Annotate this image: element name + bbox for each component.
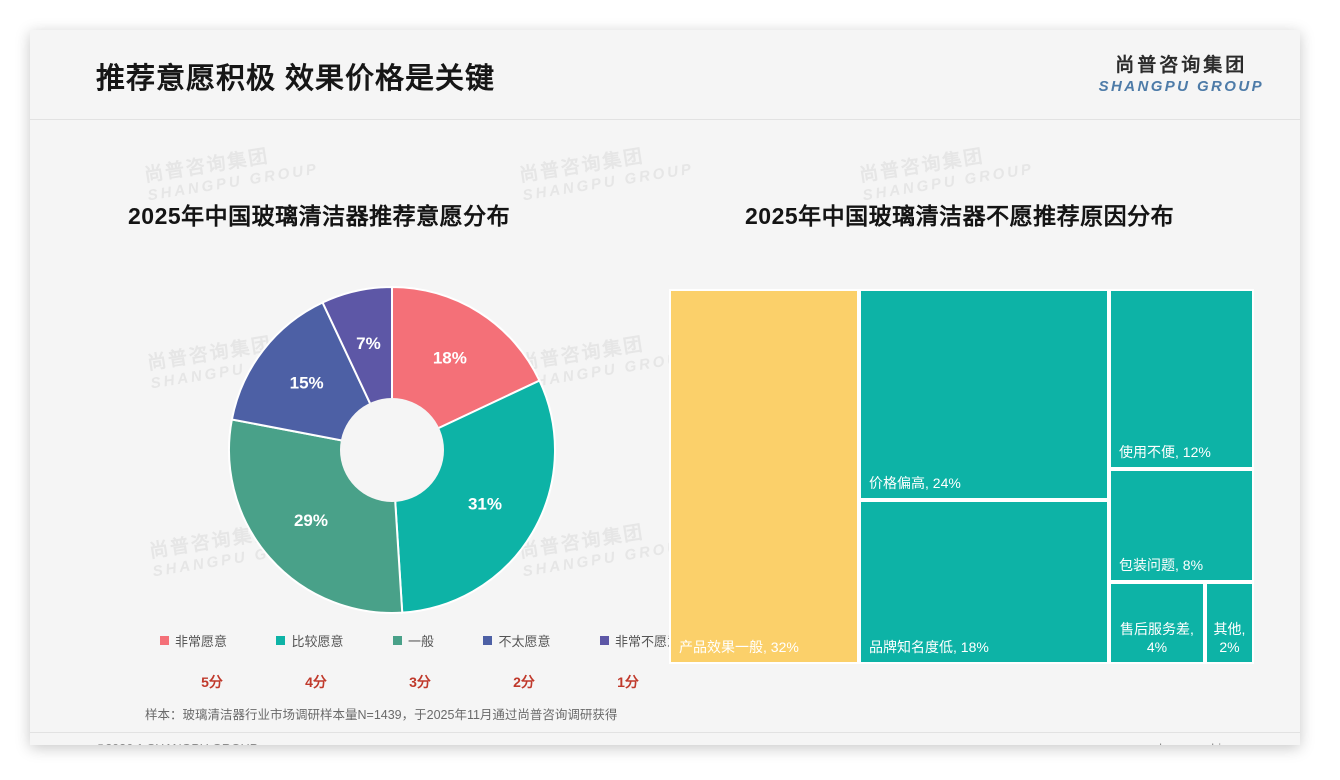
donut-score-row: 5分 4分 3分 2分 1分 xyxy=(160,672,680,692)
legend-score-label: 1分 xyxy=(617,674,639,690)
treemap-cell[interactable]: 产品效果一般, 32% xyxy=(669,289,859,664)
legend-item[interactable]: 比较愿意 xyxy=(276,631,344,650)
recommendation-willingness-donut-chart: 18% 31% 29% 15% 7% xyxy=(227,285,557,615)
slide-header: 推荐意愿积极 效果价格是关键 尚普咨询集团 SHANGPU GROUP xyxy=(30,30,1300,120)
brand-logo: 尚普咨询集团 SHANGPU GROUP xyxy=(1099,54,1264,96)
donut-slice-label: 15% xyxy=(290,373,324,392)
legend-item-label: 比较愿意 xyxy=(291,634,344,649)
legend-swatch-icon xyxy=(483,636,493,645)
treemap-cell[interactable]: 包装问题, 8% xyxy=(1109,469,1254,582)
copyright-text: ©2026.1 SHANGPU GROUP xyxy=(96,742,258,745)
treemap-cell-label: 品牌知名度低, 18% xyxy=(869,638,989,655)
treemap-cell[interactable]: 售后服务差, 4% xyxy=(1109,582,1205,664)
legend-score-label: 5分 xyxy=(201,674,223,690)
treemap-cell[interactable]: 品牌知名度低, 18% xyxy=(859,500,1109,664)
donut-legend: 非常愿意 比较愿意 一般 不太愿意 非常不愿意 xyxy=(160,631,680,650)
donut-slice[interactable] xyxy=(391,285,541,452)
donut-slice-label: 7% xyxy=(356,334,381,353)
website-url: www.shangpu-china.com xyxy=(1123,742,1262,745)
logo-chinese-text: 尚普咨询集团 xyxy=(1115,55,1248,76)
legend-item-label: 非常不愿意 xyxy=(614,634,680,649)
page-title: 推荐意愿积极 效果价格是关键 xyxy=(96,63,496,95)
legend-item[interactable]: 不太愿意 xyxy=(483,631,550,650)
legend-swatch-icon xyxy=(276,636,286,645)
treemap-cell-label: 产品效果一般, 32% xyxy=(679,638,799,655)
legend-item-label: 一般 xyxy=(407,634,434,649)
slide-footer: ©2026.1 SHANGPU GROUP www.shangpu-china.… xyxy=(30,732,1300,745)
legend-score-label: 3分 xyxy=(409,674,431,690)
legend-item[interactable]: 一般 xyxy=(392,631,434,650)
donut-slice-label: 31% xyxy=(468,494,502,513)
legend-swatch-icon xyxy=(392,636,402,645)
footnote-bar: 样本：玻璃清洁器行业市场调研样本量N=1439，于2025年11月通过尚普咨询调… xyxy=(30,699,1300,733)
treemap-cell[interactable]: 价格偏高, 24% xyxy=(859,289,1109,500)
donut-svg: 18% 31% 29% 15% 7% xyxy=(228,285,556,614)
slide: 尚普咨询集团 SHANGPU GROUP 尚普咨询集团 SHANGPU GROU… xyxy=(30,30,1300,745)
donut-hole xyxy=(340,398,444,502)
treemap-cell-label: 价格偏高, 24% xyxy=(869,474,961,491)
treemap-cell-label: 售后服务差, 4% xyxy=(1120,621,1194,655)
treemap-cell-label: 其他, 2% xyxy=(1213,621,1246,655)
donut-slice-label: 29% xyxy=(294,511,328,530)
legend-item-label: 不太愿意 xyxy=(498,634,551,649)
legend-item-label: 非常愿意 xyxy=(175,634,228,649)
treemap-cell[interactable]: 使用不便, 12% xyxy=(1109,289,1254,469)
left-chart-title: 2025年中国玻璃清洁器推荐意愿分布 xyxy=(128,203,511,229)
legend-swatch-icon xyxy=(599,636,609,645)
right-chart-title: 2025年中国玻璃清洁器不愿推荐原因分布 xyxy=(745,203,1175,229)
donut-slice[interactable] xyxy=(230,301,394,452)
legend-score-label: 2分 xyxy=(513,674,535,690)
logo-english-text: SHANGPU GROUP xyxy=(1098,77,1264,95)
legend-item[interactable]: 非常不愿意 xyxy=(599,631,680,650)
treemap-cell-label: 包装问题, 8% xyxy=(1119,556,1204,573)
treemap-cell-label: 使用不便, 12% xyxy=(1119,443,1211,460)
treemap-cell[interactable]: 其他, 2% xyxy=(1205,582,1254,664)
slide-body: 2025年中国玻璃清洁器推荐意愿分布 2025年中国玻璃清洁器不愿推荐原因分布 … xyxy=(30,119,1300,699)
donut-slice-label: 18% xyxy=(433,348,467,367)
legend-swatch-icon xyxy=(160,636,169,645)
legend-score-label: 4分 xyxy=(305,674,327,690)
unwilling-reasons-treemap-chart: 产品效果一般, 32% 价格偏高, 24% 品牌知名度低, 18% 使用不便, 12%… xyxy=(669,289,1254,664)
sample-note: 样本：玻璃清洁器行业市场调研样本量N=1439，于2025年11月通过尚普咨询调… xyxy=(145,708,618,722)
legend-item[interactable]: 非常愿意 xyxy=(160,631,227,650)
